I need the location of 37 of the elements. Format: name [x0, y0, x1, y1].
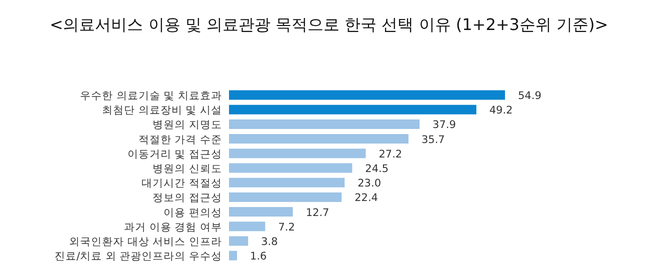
bar — [229, 134, 408, 144]
y-tick-label: 병원의 지명도 — [152, 119, 222, 132]
data-label: 37.9 — [432, 119, 456, 132]
y-tick-label: 최첨단 의료장비 및 시설 — [102, 104, 222, 117]
y-tick-label: 대기시간 적절성 — [142, 178, 222, 190]
data-label: 23.0 — [358, 178, 382, 190]
y-tick-label: 우수한 의료기술 및 치료효과 — [80, 90, 222, 102]
y-tick-label: 정보의 접근성 — [152, 192, 222, 204]
bar — [229, 222, 266, 232]
data-label: 22.4 — [354, 192, 378, 204]
bar — [229, 90, 505, 100]
data-label: 7.2 — [278, 221, 295, 234]
y-tick-label: 과거 이용 경험 여부 — [124, 221, 222, 234]
y-tick-label: 이용 편의성 — [164, 206, 222, 219]
data-label: 54.9 — [518, 90, 542, 102]
y-tick-label: 외국인환자 대상 서비스 인프라 — [68, 236, 222, 248]
y-tick-label: 이동거리 및 접근성 — [127, 148, 222, 160]
chart-title: <의료서비스 이용 및 의료관광 목적으로 한국 선택 이유 (1+2+3순위 기준)> — [50, 15, 608, 34]
bar — [229, 250, 238, 260]
bar — [229, 178, 345, 188]
bar — [229, 104, 476, 114]
y-tick-label: 병원의 신뢰도 — [152, 163, 222, 175]
bar — [229, 207, 293, 217]
data-label: 35.7 — [421, 134, 445, 146]
data-label: 49.2 — [489, 104, 513, 117]
data-label: 12.7 — [306, 206, 330, 219]
bar — [229, 192, 342, 202]
data-label: 3.8 — [261, 236, 278, 248]
bar — [229, 119, 420, 129]
bar — [229, 148, 366, 158]
data-label: 24.5 — [365, 163, 389, 175]
data-label: 27.2 — [378, 148, 402, 160]
y-tick-label: 진료/치료 외 관광인프라의 우수성 — [54, 250, 222, 263]
y-tick-label: 적절한 가격 수준 — [138, 134, 222, 146]
data-label: 1.6 — [250, 250, 268, 263]
bar — [229, 163, 352, 173]
bar — [229, 236, 248, 246]
